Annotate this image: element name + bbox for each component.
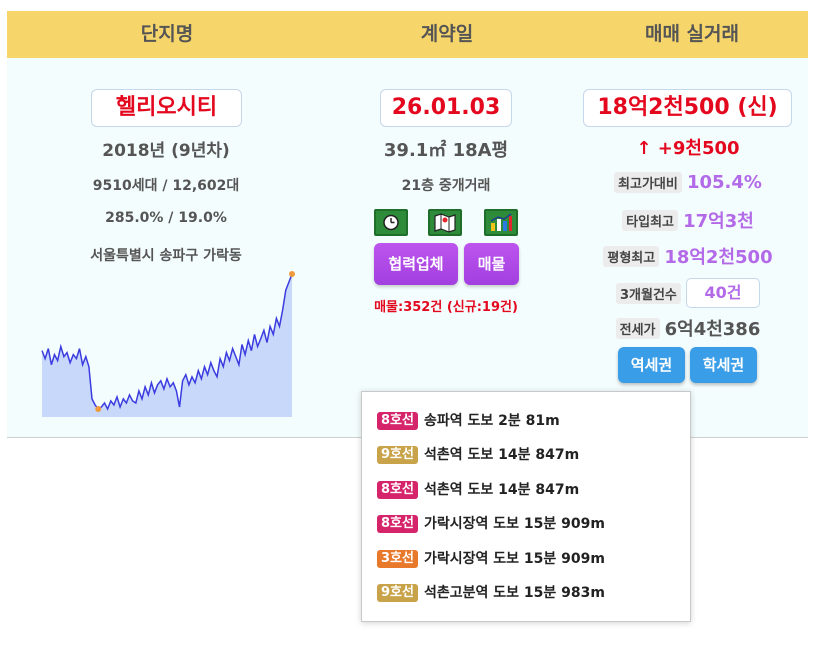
stat-label: 타입최고 [622, 209, 679, 231]
low-point-marker [95, 406, 102, 412]
list-item[interactable]: 8호선 가락시장역 도보 15분 909m [377, 514, 611, 534]
floor-deal-type: 21층 중개거래 [401, 178, 491, 194]
stat-jeonse: 전세가 6억4천386 [583, 315, 793, 341]
unit-area: 39.1㎡ 18A평 [383, 140, 509, 161]
line-badge: 3호선 [377, 550, 418, 568]
line-badge: 9호선 [377, 584, 418, 602]
stat-label: 3개월건수 [616, 282, 681, 304]
stat-value: 18억2천500 [664, 247, 773, 268]
stat-size-max: 평형최고 18억2천500 [583, 243, 793, 269]
station-info: 가락시장역 도보 15분 909m [423, 551, 605, 567]
price-change: ↑ +9천500 [636, 138, 740, 159]
clock-icon[interactable] [374, 209, 408, 236]
stat-label: 최고가대비 [614, 172, 682, 193]
partner-button[interactable]: 협력업체 [374, 243, 458, 285]
stat-type-max: 타입최고 17억3천 [583, 207, 793, 233]
list-item[interactable]: 9호선 석촌역 도보 14분 847m [377, 445, 585, 465]
station-info: 가락시장역 도보 15분 909m [423, 516, 605, 532]
stat-value: 105.4% [686, 172, 762, 193]
stat-label: 전세가 [615, 317, 660, 339]
stat-value: 6억4천386 [664, 319, 761, 340]
line-badge: 8호선 [377, 481, 418, 499]
list-item[interactable]: 3호선 가락시장역 도보 15분 909m [377, 549, 611, 569]
chart-icon[interactable] [484, 209, 518, 236]
households: 9510세대 / 12,602대 [92, 178, 240, 194]
price-area [42, 274, 292, 417]
stat-label: 평형최고 [603, 245, 660, 267]
stat-max-ratio: 최고가대비 105.4% [583, 172, 793, 193]
address: 서울특별시 송파구 가락동 [90, 248, 242, 264]
floor-area-ratio: 285.0% / 19.0% [105, 210, 227, 226]
count-box: 40건 [685, 278, 760, 308]
header-trade: 매매 실거래 [644, 23, 739, 45]
price-chart [41, 271, 295, 417]
built-year: 2018년 (9년차) [102, 141, 230, 161]
line-badge: 8호선 [377, 412, 418, 430]
station-info: 석촌역 도보 14분 847m [423, 482, 580, 498]
high-point-marker [289, 271, 295, 277]
table-header: 단지명 계약일 매매 실거래 [7, 11, 808, 58]
trade-price: 18억2천500 (신) [583, 89, 792, 127]
header-contract-date: 계약일 [420, 23, 474, 45]
list-item[interactable]: 9호선 석촌고분역 도보 15분 983m [377, 583, 611, 603]
station-area-button[interactable]: 역세권 [618, 347, 685, 383]
school-area-button[interactable]: 학세권 [690, 347, 757, 383]
station-popup: 8호선 송파역 도보 2분 81m 9호선 석촌역 도보 14분 847m 8호선 석… [361, 391, 691, 622]
header-complex: 단지명 [140, 23, 194, 45]
station-info: 석촌고분역 도보 15분 983m [423, 585, 605, 601]
price-line [41, 273, 293, 411]
line-badge: 9호선 [377, 446, 418, 464]
complex-name[interactable]: 헬리오시티 [91, 89, 242, 127]
list-item[interactable]: 8호선 석촌역 도보 14분 847m [377, 480, 585, 500]
station-info: 석촌역 도보 14분 847m [423, 447, 580, 463]
line-badge: 8호선 [377, 515, 418, 533]
contract-date: 26.01.03 [380, 89, 512, 127]
station-info: 송파역 도보 2분 81m [423, 413, 560, 429]
stat-3month-count: 3개월건수 40건 [583, 278, 793, 308]
list-item[interactable]: 8호선 송파역 도보 2분 81m [377, 411, 566, 431]
listing-count: 매물:352건 (신규:19건) [374, 300, 518, 315]
listing-button[interactable]: 매물 [464, 243, 519, 285]
map-icon[interactable] [428, 209, 462, 236]
stat-value: 17억3천 [683, 211, 754, 232]
